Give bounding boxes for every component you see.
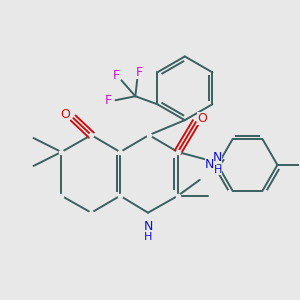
Text: F: F [113,69,120,82]
Text: N: N [205,158,214,171]
Text: O: O [61,108,70,121]
Text: N: N [143,220,153,233]
Text: F: F [136,66,143,79]
Text: H: H [144,232,152,242]
Text: N: N [213,152,222,164]
Text: O: O [197,112,207,124]
Text: H: H [214,165,222,175]
Text: F: F [105,94,112,107]
